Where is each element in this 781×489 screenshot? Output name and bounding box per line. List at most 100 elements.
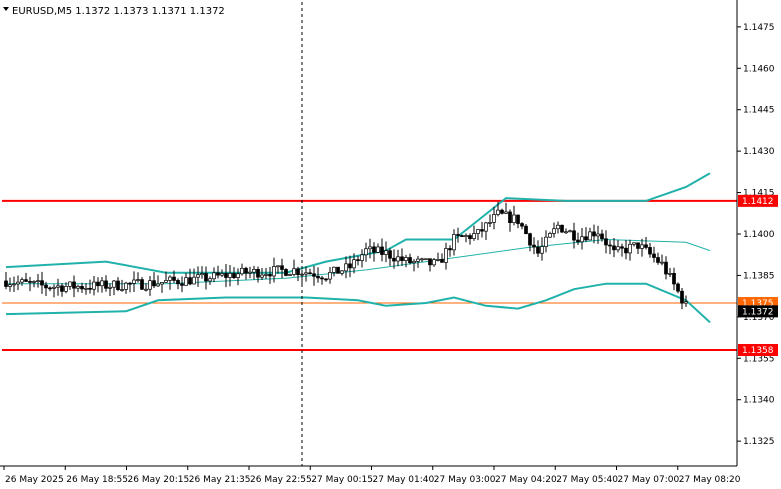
candle-body [136,279,140,281]
candle-body [336,266,340,274]
candle-body [28,281,32,283]
x-axis-ticks: 26 May 2025 26 May 18:55 26 May 20:15 26 Ma… [3,466,741,485]
candle-body [64,286,68,292]
y-tick-label: 1.1430 [743,147,775,157]
candle-body [572,230,576,241]
candle-body [92,281,96,290]
candle-body [40,280,44,286]
candle-body [396,256,400,262]
candle-body [4,280,8,287]
candle-body [648,247,652,255]
candle-body [256,269,260,278]
candle-body [552,228,556,234]
candle-body [216,272,220,276]
candle-body [184,277,188,286]
candle-body [500,209,504,214]
candle-body [332,266,336,273]
candle-body [684,301,688,304]
candle-body [384,250,388,255]
candle-body [112,280,116,288]
x-tick-label: 27 May 07:00 [618,475,680,485]
candle-body [392,257,396,262]
candle-body [584,236,588,241]
candle-body [48,287,52,290]
candle-body [284,269,288,276]
candle-body [548,233,552,238]
x-tick-label: 27 May 03:00 [434,475,496,485]
level-tag-label: 1.1358 [742,346,774,356]
candle-body [492,214,496,223]
candle-body [508,211,512,224]
candle-body [600,233,604,240]
candle-body [324,278,328,281]
x-tick-label: 26 May 21:35 [189,475,251,485]
candle-body [24,279,28,282]
x-tick-label: 27 May 00:15 [311,475,373,485]
x-tick-label: 27 May 08:20 [679,475,741,485]
candle-body [468,235,472,239]
candle-body [348,263,352,269]
candle-body [36,280,40,283]
candle-body [288,274,292,276]
candle-body [232,273,236,278]
candle-body [196,274,200,278]
candle-body [340,270,344,274]
candle-body [652,253,656,258]
candle-body [204,273,208,282]
candle-body [456,234,460,236]
candle-body [260,274,264,278]
candle-body [280,265,284,270]
candle-body [276,265,280,268]
candle-body [636,242,640,249]
x-tick-label: 27 May 05:40 [556,475,618,485]
candle-body [76,285,80,289]
candle-body [272,266,276,277]
y-tick-label: 1.1415 [743,189,775,199]
y-tick-label: 1.1385 [743,271,775,281]
candle-body [476,229,480,234]
candle-body [484,222,488,232]
candle-body [448,248,452,251]
candle-body [156,283,160,287]
candle-body [520,223,524,227]
candle-body [316,275,320,279]
x-tick-label: 26 May 20:15 [128,475,190,485]
candle-body [612,245,616,251]
candle-body [488,222,492,224]
candle-body [628,243,632,254]
candle-body [452,234,456,251]
candle-body [356,259,360,262]
candle-body [672,272,676,285]
candle-body [368,246,372,250]
candle-body [440,259,444,263]
candle-body [20,279,24,283]
candle-body [44,284,48,289]
candles [4,201,688,310]
candle-body [176,280,180,285]
candle-body [480,229,484,232]
candle-body [100,280,104,287]
candle-body [436,259,440,261]
current-price-label: 1.1372 [742,307,774,317]
candle-body [252,269,256,273]
candle-body [408,257,412,264]
x-tick-label: 27 May 04:20 [495,475,557,485]
symbol-menu-icon[interactable] [3,7,9,11]
candle-body [52,286,56,289]
candle-body [496,209,500,215]
candle-body [84,287,88,290]
y-tick-label: 1.1445 [743,106,775,116]
candle-body [32,281,36,283]
candle-body [168,276,172,281]
x-tick-label: 26 May 22:55 [250,475,312,485]
candle-body [588,231,592,241]
candle-body [656,257,660,263]
candle-body [556,224,560,230]
candle-body [660,261,664,264]
candle-body [560,224,564,233]
candle-body [60,285,64,292]
candle-body [188,277,192,285]
candle-body [104,280,108,289]
